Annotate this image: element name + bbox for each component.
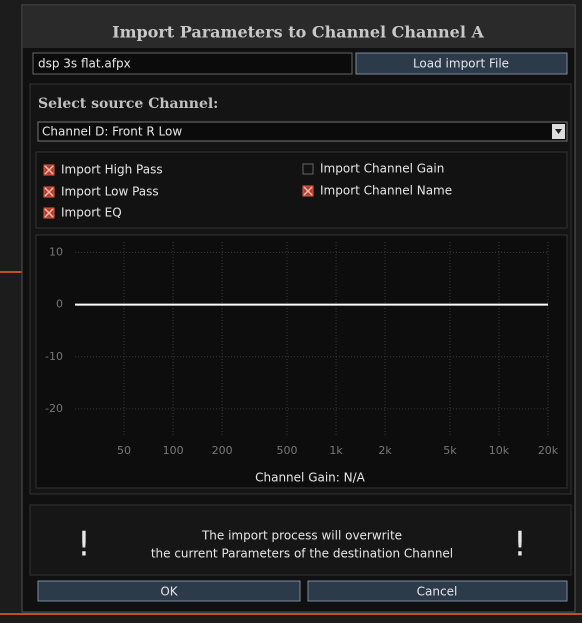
chart-panel [35,234,568,489]
warning-icon: ! [513,525,527,565]
channel-value: Channel D: Front R Low [42,125,182,139]
chart-caption: Channel Gain: N/A [255,471,366,485]
check-x [44,187,54,197]
dropdown-arrow [555,129,562,134]
option-label: Import Channel Gain [320,162,444,176]
channel-dropdown[interactable] [37,121,568,142]
option-label: Import Low Pass [61,185,159,199]
file-name: dsp 3s flat.afpx [38,57,131,71]
cancel-button-label: Cancel [417,585,458,599]
option-label: Import High Pass [61,163,163,177]
dialog-title: Import Parameters to Channel Channel A [112,23,484,42]
load-button[interactable] [355,52,568,75]
y-tick-label: 0 [56,298,63,311]
check-x [44,208,54,218]
y-tick-label: -10 [45,350,63,363]
y-tick-label: -20 [45,402,63,415]
checkbox[interactable] [302,163,314,175]
option-label: Import Channel Name [320,184,452,198]
x-tick-label: 1k [329,444,343,457]
warning-text: the current Parameters of the destinatio… [151,547,453,561]
x-tick-label: 500 [276,444,297,457]
option-label: Import EQ [61,206,122,220]
file-field[interactable] [32,52,353,75]
ok-button-label: OK [160,585,178,599]
warning-text: The import process will overwrite [201,529,402,543]
check-x [44,165,54,175]
load-button-label: Load import File [413,57,509,71]
options-panel [35,151,568,229]
warning-icon: ! [77,525,91,565]
x-tick-label: 50 [117,444,131,457]
x-tick-label: 100 [163,444,184,457]
x-tick-label: 2k [378,444,392,457]
x-tick-label: 5k [443,444,457,457]
x-tick-label: 200 [212,444,233,457]
y-tick-label: 10 [49,245,63,258]
ok-button[interactable] [37,580,301,602]
title-bar [23,6,574,48]
cancel-button[interactable] [307,580,568,602]
source-label: Select source Channel: [38,96,218,112]
x-tick-label: 20k [538,444,559,457]
warning-panel [29,504,572,576]
check-x [303,186,313,196]
x-tick-label: 10k [489,444,510,457]
